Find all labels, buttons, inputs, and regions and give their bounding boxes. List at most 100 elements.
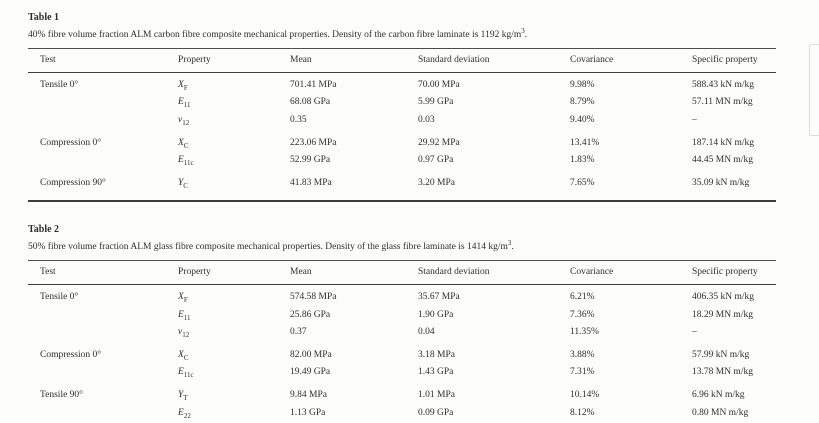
table-row: Compression 90° YC 41.83 MPa 3.20 MPa 7.65% 3… [28, 171, 776, 201]
test-cell [28, 308, 178, 325]
table-row: ν12 0.35 0.03 9.40% – [28, 113, 776, 130]
specific-property-cell: 406.35 kN m/kg [692, 292, 755, 303]
col-header-covariance: Covariance [570, 48, 692, 73]
table2: Test Property Mean Standard deviation Covari… [28, 260, 776, 423]
covariance-cell: 8.79% [570, 97, 595, 108]
specific-property-cell: – [692, 327, 697, 338]
table-row: E11 68.08 GPa 5.99 GPa 8.79% 57.11 MN m/kg [28, 96, 776, 113]
mean-cell: 82.00 MPa [290, 350, 332, 361]
table-row: E11c 52.99 GPa 0.97 GPa 1.83% 44.45 MN m/kg [28, 154, 776, 171]
specific-property-cell: 187.14 kN m/kg [692, 137, 755, 148]
mean-cell: 68.08 GPa [290, 97, 331, 108]
property-symbol: E11c [178, 155, 194, 167]
std-deviation-cell: 5.99 GPa [418, 97, 454, 108]
std-deviation-cell: 29.92 MPa [418, 137, 460, 148]
mean-cell: 52.99 GPa [290, 155, 331, 166]
test-cell: Tensile 90° [40, 390, 83, 401]
property-symbol: XC [178, 350, 189, 362]
specific-property-cell: 18.29 MN m/kg [692, 309, 753, 320]
property-symbol: YC [178, 177, 188, 190]
table-row: Compression 0° XC 223.06 MPa 29.92 MPa 13.41… [28, 131, 776, 154]
property-symbol: E22 [178, 407, 191, 420]
col-header-test: Test [28, 260, 178, 286]
covariance-cell: 6.21% [570, 292, 595, 303]
property-symbol: ν12 [178, 327, 190, 340]
table2-section: Table 2 50% fibre volume fraction ALM gl… [28, 224, 776, 423]
covariance-cell: 10.14% [570, 390, 600, 401]
property-symbol: YT [178, 390, 188, 403]
std-deviation-cell: 0.97 GPa [418, 155, 454, 166]
specific-property-cell: 57.11 MN m/kg [692, 97, 753, 108]
covariance-cell: 9.98% [570, 80, 595, 90]
std-deviation-cell: 70.00 MPa [418, 80, 460, 90]
mean-cell: 41.83 MPa [290, 177, 332, 188]
property-symbol: XF [178, 292, 188, 305]
std-deviation-cell: 1.43 GPa [418, 367, 454, 378]
superscript: 3 [521, 26, 525, 35]
covariance-cell: 7.36% [570, 309, 595, 320]
col-header-specific-property: Specific property [692, 48, 776, 73]
covariance-cell: 9.40% [570, 114, 595, 125]
table-row: E11 25.86 GPa 1.90 GPa 7.36% 18.29 MN m/kg [28, 308, 776, 325]
table1-caption-label: Table 1 [28, 12, 60, 23]
col-header-standard-deviation: Standard deviation [418, 260, 570, 286]
col-header-test: Test [28, 48, 178, 73]
specific-property-cell: 57.99 kN m/kg [692, 350, 750, 361]
covariance-cell: 8.12% [570, 407, 595, 418]
std-deviation-cell: 0.04 [418, 327, 435, 338]
covariance-cell: 11.35% [570, 327, 599, 338]
mean-cell: 574.58 MPa [290, 292, 337, 303]
specific-property-cell: 588.43 kN m/kg [692, 80, 755, 90]
table2-header-row: Test Property Mean Standard deviation Covari… [28, 260, 776, 286]
specific-property-cell: 6.96 kN m/kg [692, 390, 745, 401]
mean-cell: 701.41 MPa [290, 80, 337, 90]
col-header-standard-deviation: Standard deviation [418, 48, 570, 73]
specific-property-cell: 0.80 MN m/kg [692, 407, 749, 418]
col-header-specific-property: Specific property [692, 260, 776, 286]
test-cell: Compression 0° [40, 137, 102, 148]
std-deviation-cell: 3.20 MPa [418, 177, 455, 188]
test-cell: Tensile 0° [40, 80, 79, 90]
mean-cell: 9.84 MPa [290, 390, 327, 401]
col-header-covariance: Covariance [570, 260, 692, 286]
table1: Test Property Mean Standard deviation Covari… [28, 48, 776, 203]
property-symbol: E11c [178, 367, 194, 380]
table2-caption-text: 50% fibre volume fraction ALM glass fibr… [28, 239, 514, 253]
col-header-property: Property [178, 48, 290, 73]
covariance-cell: 7.31% [570, 367, 595, 378]
std-deviation-cell: 35.67 MPa [418, 292, 460, 303]
mean-cell: 223.06 MPa [290, 137, 337, 148]
covariance-cell: 7.65% [570, 177, 595, 188]
col-header-mean: Mean [290, 260, 418, 286]
table-row: Tensile 0° XF 574.58 MPa 35.67 MPa 6.21% 406.… [28, 285, 776, 308]
property-symbol: E11 [178, 309, 191, 322]
table2-caption: Table 2 50% fibre volume fraction ALM gl… [28, 224, 776, 254]
table-row: E11c 19.49 GPa 1.43 GPa 7.31% 13.78 MN m/kg [28, 366, 776, 383]
test-cell [28, 96, 178, 113]
specific-property-cell: 44.45 MN m/kg [692, 155, 753, 166]
mean-cell: 0.35 [290, 114, 307, 125]
mean-cell: 25.86 GPa [290, 309, 331, 320]
test-cell: Compression 0° [40, 350, 102, 361]
table-row: ν12 0.37 0.04 11.35% – [28, 326, 776, 343]
covariance-cell: 1.83% [570, 155, 595, 166]
std-deviation-cell: 3.18 MPa [418, 350, 455, 361]
table-row: E22 1.13 GPa 0.09 GPa 8.12% 0.80 MN m/kg [28, 406, 776, 423]
mean-cell: 1.13 GPa [290, 407, 326, 418]
specific-property-cell: – [692, 114, 697, 125]
specific-property-cell: 13.78 MN m/kg [692, 367, 753, 378]
table-row: Tensile 90° YT 9.84 MPa 1.01 MPa 10.14% 6.96 … [28, 383, 776, 406]
test-cell [28, 113, 178, 130]
table-row: Compression 0° XC 82.00 MPa 3.18 MPa 3.88% 57… [28, 343, 776, 366]
covariance-cell: 3.88% [570, 350, 595, 361]
table2-caption-label: Table 2 [28, 224, 60, 236]
superscript: 3 [507, 239, 512, 248]
property-symbol: ν12 [178, 114, 190, 127]
test-cell: Tensile 0° [40, 292, 79, 303]
std-deviation-cell: 1.90 GPa [418, 309, 454, 320]
property-symbol: XF [178, 80, 188, 92]
mean-cell: 19.49 GPa [290, 367, 331, 378]
specific-property-cell: 35.09 kN m/kg [692, 177, 750, 188]
test-cell: Compression 90° [40, 177, 106, 188]
adjacent-panel-edge [809, 44, 819, 136]
